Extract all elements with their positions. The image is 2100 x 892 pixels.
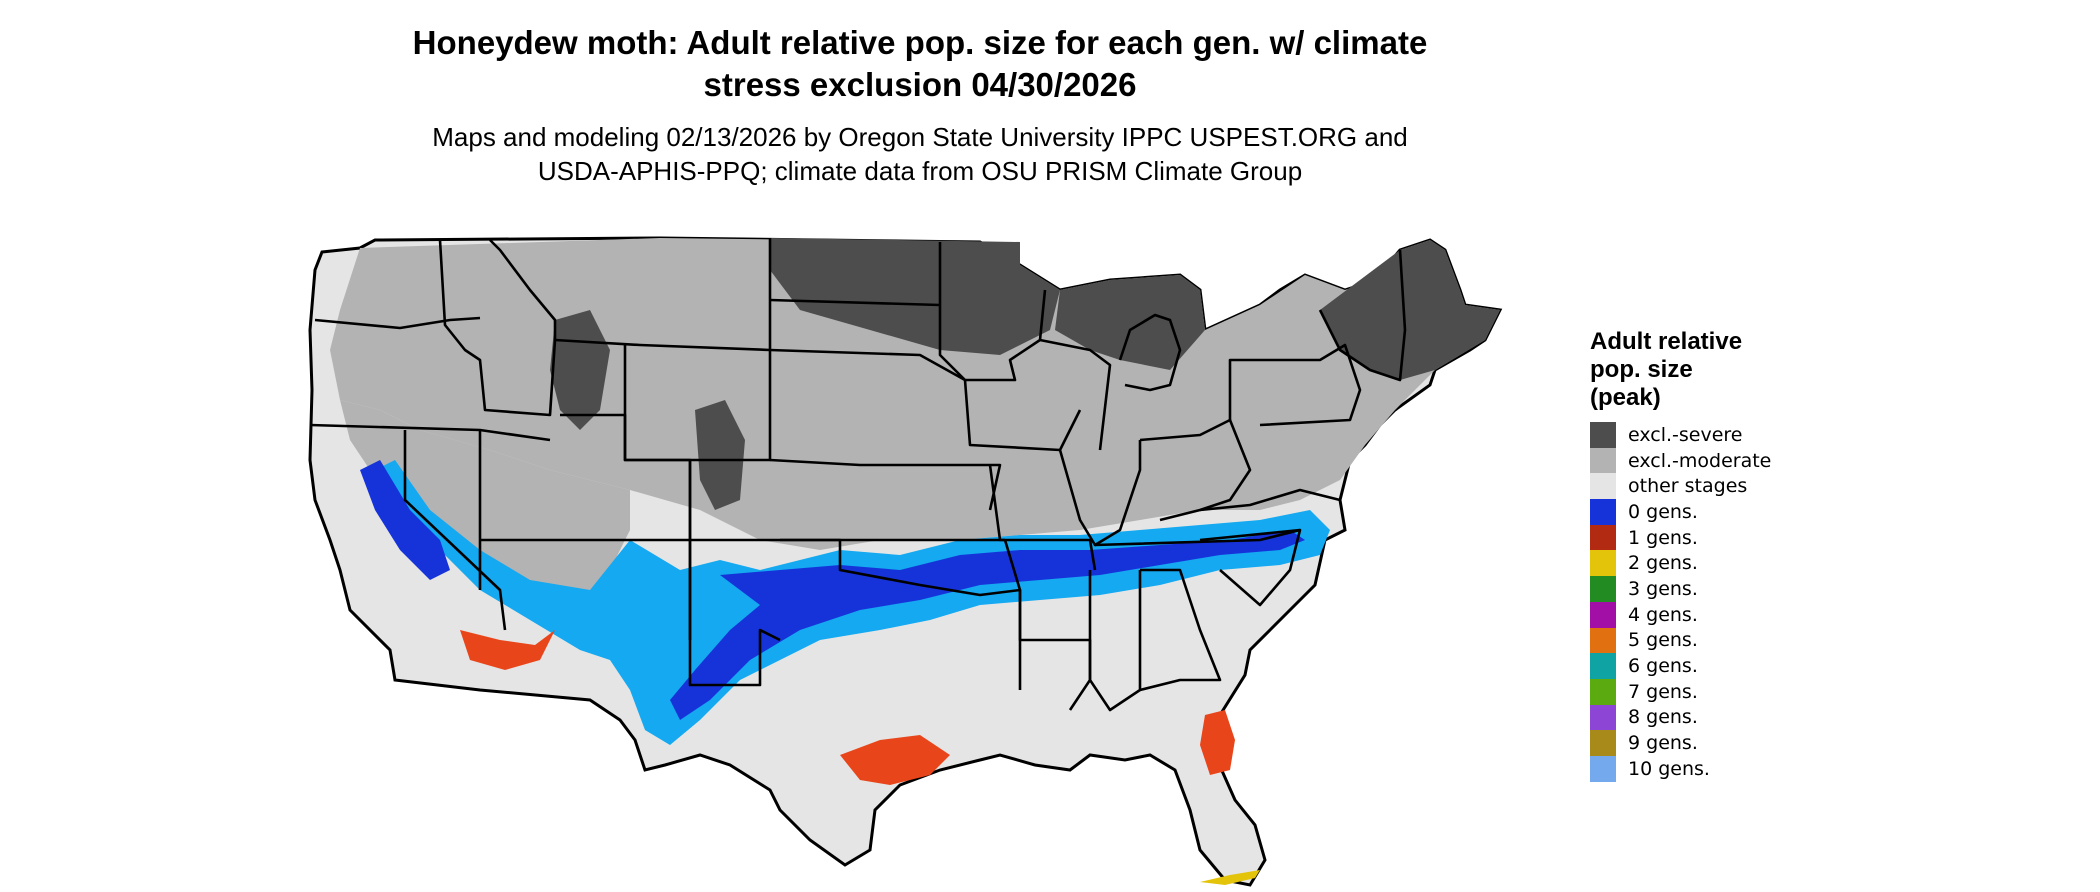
border-wi-il [1039,338,1112,451]
legend-item: 6 gens. [1590,653,1850,679]
legend-swatch [1590,447,1616,474]
subtitle-line-2: USDA-APHIS-PPQ; climate data from OSU PR… [537,156,1303,186]
legend-title-line-1: Adult relative [1590,328,1743,355]
border-ms-al [1088,570,1142,712]
legend-item: 3 gens. [1590,576,1850,602]
border-nc-sc [1199,528,1302,607]
border-va-nc [1199,488,1341,512]
legend-swatch [1590,653,1616,679]
deep-blue-band [670,530,1305,720]
border-michigan [1118,313,1182,392]
legend-title-line-2: pop. size [1590,356,1693,383]
border-il-in [1058,440,1142,547]
border-id [438,239,557,417]
california-blue [360,460,450,580]
colorado-severe [695,400,745,510]
legend-label: excl.-severe [1628,423,1743,446]
border-wa-or [314,316,481,330]
northern-moderate-zone [330,238,1500,550]
title-line-2: stress exclusion 04/30/2026 [703,66,1137,103]
legend-swatch [1590,499,1616,525]
florida-orange [1200,710,1235,775]
legend-item: 1 gens. [1590,524,1850,551]
legend-item: excl.-moderate [1590,447,1850,474]
legend-item: 5 gens. [1590,627,1850,654]
western-moderate-zone [340,400,630,600]
subtitle-line-1: Maps and modeling 02/13/2026 by Oregon S… [432,122,1408,152]
border-sd-ne [769,348,966,382]
legend-swatch [1590,678,1616,705]
legend-label: 6 gens. [1628,655,1698,678]
legend-item: 9 gens. [1590,730,1850,756]
legend-item: 0 gens. [1590,499,1850,525]
great-lakes-severe [1055,275,1205,370]
legend-title: Adult relative pop. size (peak) [1590,328,1850,412]
arizona-orange [460,630,555,670]
map-excl-severe [550,238,1500,510]
title-line-1: Honeydew moth: Adult relative pop. size … [412,24,1428,61]
border-ne-ks [769,458,1002,511]
border-pa-ny [1228,343,1362,427]
legend-item: 8 gens. [1590,704,1850,731]
us-map [308,236,1503,887]
map-gen-orange [460,630,1235,785]
border-new-england [1318,249,1407,382]
legend-items: excl.-severe excl.-moderate other stages 0 … [1590,422,1850,782]
legend-swatch [1590,422,1616,448]
map-legend: Adult relative pop. size (peak) excl.-se… [1590,328,1850,782]
new-england-severe [1320,240,1500,380]
map-title: Honeydew moth: Adult relative pop. size … [320,22,1520,106]
legend-swatch [1590,524,1616,551]
border-mo-ar [988,464,1097,571]
legend-label: excl.-moderate [1628,449,1772,472]
border-ga-fl [1139,568,1222,692]
map-subtitle: Maps and modeling 02/13/2026 by Oregon S… [320,120,1520,188]
legend-item: 4 gens. [1590,601,1850,628]
legend-label: 8 gens. [1628,706,1698,729]
map-excl-moderate [330,238,1500,600]
border-nd-sd [769,298,941,307]
legend-label: 4 gens. [1628,603,1698,626]
state-borders [309,238,1407,712]
legend-label: 0 gens. [1628,500,1698,523]
legend-swatch [1590,601,1616,628]
legend-label: 10 gens. [1628,757,1710,780]
border-ca-nv [403,430,507,631]
border-ar-la [1003,539,1092,711]
legend-label: other stages [1628,475,1748,498]
legend-swatch [1590,704,1616,731]
north-plains-severe [770,238,1060,355]
legend-label: 2 gens. [1628,552,1698,575]
legend-item: excl.-severe [1590,422,1850,448]
legend-label: 7 gens. [1628,680,1698,703]
border-mt-wy [554,238,772,352]
legend-item: other stages [1590,473,1850,500]
legend-label: 1 gens. [1628,526,1698,549]
legend-item: 7 gens. [1590,678,1850,705]
legend-title-line-3: (peak) [1590,384,1661,411]
texas-coast-orange [840,735,950,785]
legend-swatch [1590,627,1616,654]
legend-swatch [1590,473,1616,500]
legend-swatch [1590,755,1616,782]
map-gen-blue [360,460,1330,745]
florida-keys-yellow [1200,870,1260,885]
legend-swatch [1590,550,1616,577]
legend-item: 2 gens. [1590,550,1850,577]
border-wy [623,345,772,462]
legend-label: 5 gens. [1628,629,1698,652]
legend-swatch [1590,730,1616,756]
legend-item: 10 gens. [1590,755,1850,782]
border-ia-mo [963,379,1082,452]
legend-label: 3 gens. [1628,577,1698,600]
map-gen-yellow [1200,870,1260,885]
legend-label: 9 gens. [1628,732,1698,755]
border-tn-ky [1094,528,1301,547]
legend-swatch [1590,576,1616,602]
border-nm-tx [688,540,781,687]
